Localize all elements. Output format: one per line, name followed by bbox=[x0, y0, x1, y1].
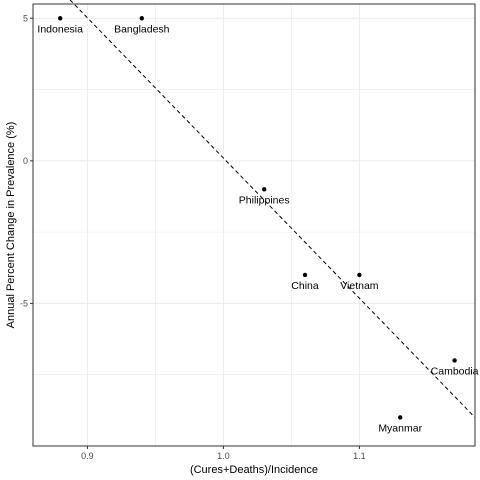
data-point bbox=[139, 16, 144, 21]
data-point bbox=[357, 272, 362, 278]
data-point bbox=[452, 358, 457, 363]
data-point bbox=[58, 16, 63, 21]
data-point bbox=[302, 272, 308, 278]
point-labels: Indonesia Bangladesh Philippines China Vietn… bbox=[37, 23, 478, 434]
point-label: Bangladesh bbox=[114, 23, 170, 35]
point-label: Cambodia bbox=[431, 365, 479, 377]
y-tick-label: -5 bbox=[20, 298, 28, 308]
point-label: Philippines bbox=[239, 194, 290, 206]
point-label: Myanmar bbox=[378, 422, 422, 434]
data-point bbox=[398, 415, 403, 420]
point-label: Vietnam bbox=[340, 280, 379, 292]
panel-border bbox=[32, 3, 476, 447]
y-tick-label: 0 bbox=[23, 156, 28, 166]
data-points bbox=[58, 16, 457, 420]
x-tick-label: 0.9 bbox=[81, 451, 94, 461]
point-label: China bbox=[291, 280, 319, 292]
point-label: Indonesia bbox=[37, 23, 83, 35]
y-axis-title: Annual Percent Change in Prevalence (%) bbox=[5, 122, 17, 329]
trend-line bbox=[69, 0, 476, 418]
grid-lines bbox=[33, 4, 475, 446]
x-tick-label: 1.1 bbox=[353, 451, 366, 461]
x-tick-label: 1.0 bbox=[217, 451, 230, 461]
y-tick-label: 5 bbox=[23, 13, 28, 23]
trend-line-group bbox=[69, 0, 476, 418]
x-axis-ticks: 0.9 1.0 1.1 bbox=[81, 446, 366, 461]
y-axis-ticks: -5 0 5 bbox=[20, 13, 33, 308]
data-point bbox=[262, 187, 267, 192]
x-axis-title: (Cures+Deaths)/Incidence bbox=[190, 464, 318, 476]
